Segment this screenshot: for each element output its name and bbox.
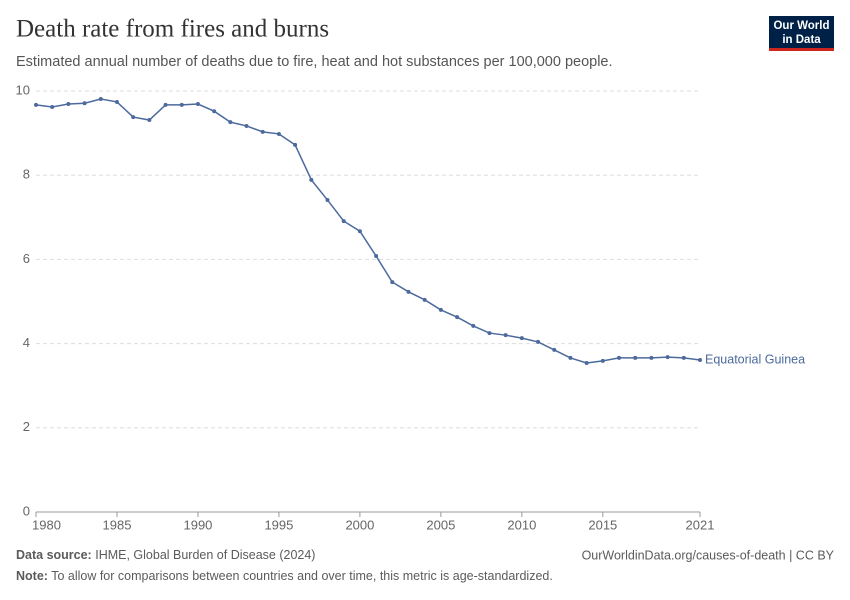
- y-tick-label: 8: [23, 167, 30, 182]
- point: [325, 198, 330, 203]
- point: [471, 323, 476, 328]
- point: [50, 104, 55, 109]
- point: [228, 120, 233, 125]
- source-text: IHME, Global Burden of Disease (2024): [95, 548, 315, 562]
- note: Note: To allow for comparisons between c…: [16, 569, 553, 583]
- point: [195, 102, 200, 107]
- point: [633, 355, 638, 360]
- x-tick-label: 2000: [345, 517, 374, 532]
- source-label: Data source:: [16, 548, 92, 562]
- point: [260, 129, 265, 134]
- point: [212, 109, 217, 114]
- point: [357, 229, 362, 234]
- x-tick-label: 1985: [103, 517, 132, 532]
- point: [681, 355, 686, 360]
- point: [438, 307, 443, 312]
- source-url[interactable]: OurWorldinData.org/causes-of-death | CC …: [582, 548, 835, 562]
- point: [649, 355, 654, 360]
- point: [422, 297, 427, 302]
- point: [665, 355, 670, 360]
- point: [82, 101, 87, 106]
- point: [698, 358, 702, 363]
- point: [276, 131, 281, 136]
- logo-underline: [769, 48, 834, 51]
- point: [406, 289, 411, 294]
- point: [584, 360, 589, 365]
- point: [131, 115, 136, 120]
- point: [568, 355, 573, 360]
- x-tick-label: 2021: [686, 517, 715, 532]
- y-tick-label: 10: [16, 82, 30, 97]
- point: [293, 142, 298, 147]
- point: [617, 355, 622, 360]
- x-tick-label: 1980: [32, 517, 61, 532]
- chart-subtitle: Estimated annual number of deaths due to…: [16, 54, 613, 70]
- point: [309, 177, 314, 182]
- point: [552, 347, 557, 352]
- point: [503, 333, 508, 338]
- y-tick-label: 2: [23, 419, 30, 434]
- y-tick-label: 6: [23, 251, 30, 266]
- series-label: Equatorial Guinea: [705, 352, 805, 366]
- note-text: To allow for comparisons between countri…: [51, 569, 553, 583]
- point: [536, 339, 541, 344]
- point: [390, 280, 395, 285]
- point: [455, 315, 460, 320]
- y-tick-label: 4: [23, 335, 30, 350]
- note-label: Note:: [16, 569, 48, 583]
- logo-text: Our World: [773, 20, 829, 32]
- y-tick-label: 0: [23, 503, 30, 518]
- chart-title: Death rate from fires and burns: [16, 16, 329, 43]
- point: [34, 102, 38, 107]
- point: [341, 219, 346, 224]
- x-tick-label: 1990: [183, 517, 212, 532]
- x-tick-label: 2015: [588, 517, 617, 532]
- logo-text: in Data: [782, 34, 821, 46]
- point: [98, 96, 103, 101]
- x-tick-label: 2005: [426, 517, 455, 532]
- point: [244, 123, 249, 128]
- line: [35, 98, 701, 364]
- x-tick-label: 1995: [264, 517, 293, 532]
- logo-box: [769, 16, 834, 50]
- x-tick-label: 2010: [507, 517, 536, 532]
- point: [374, 254, 379, 259]
- point: [163, 102, 168, 107]
- point: [487, 331, 492, 336]
- point: [179, 102, 184, 107]
- point: [66, 102, 71, 107]
- source: Data source: IHME, Global Burden of Dise…: [16, 548, 315, 562]
- point: [147, 118, 152, 123]
- logo[interactable]: Our World in Data: [769, 16, 834, 51]
- point: [600, 358, 605, 363]
- point: [519, 336, 524, 341]
- point: [114, 99, 119, 104]
